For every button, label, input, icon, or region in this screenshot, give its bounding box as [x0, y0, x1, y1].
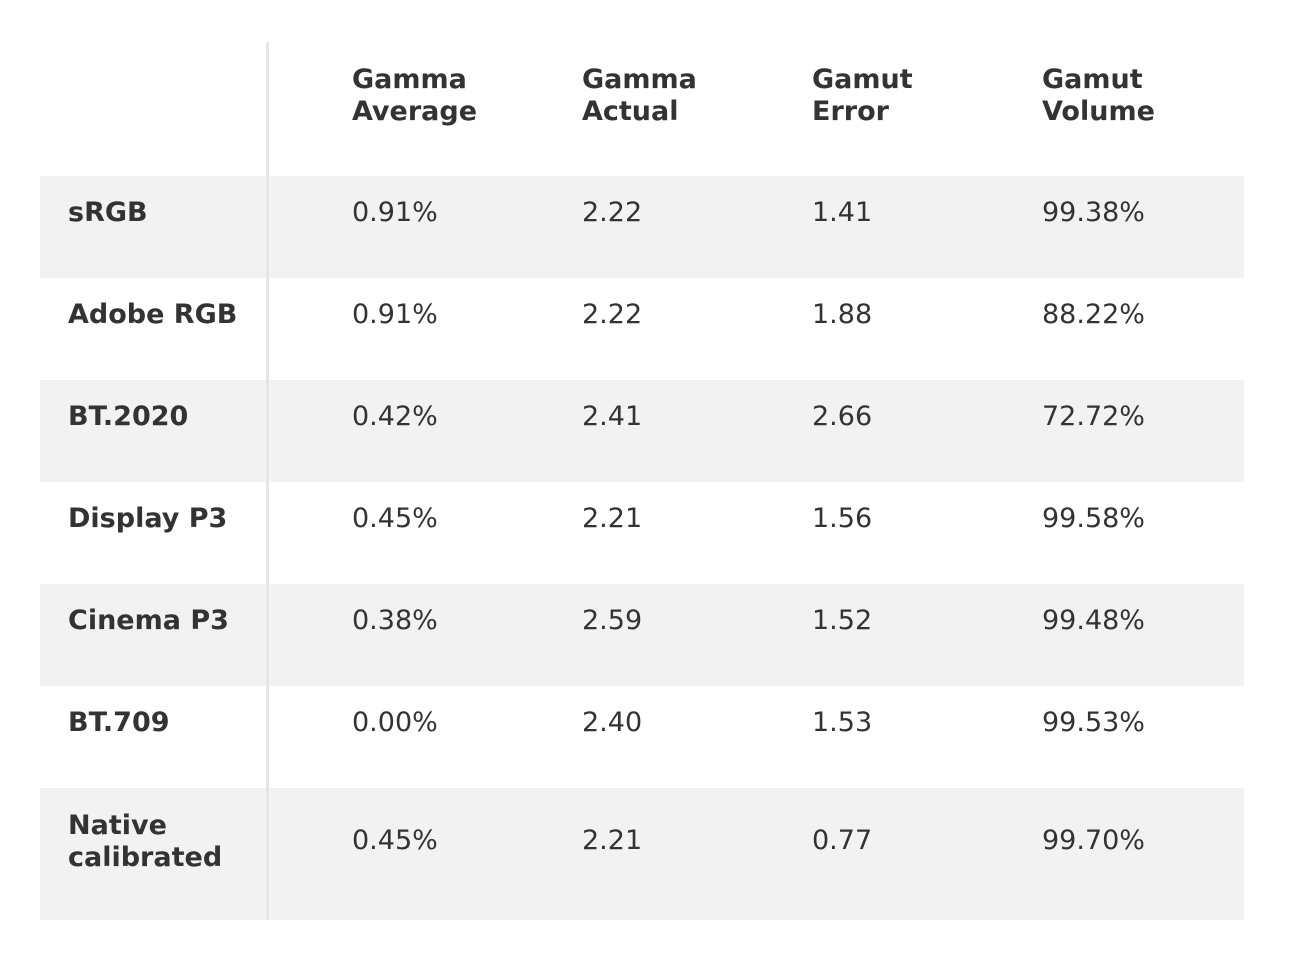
table-row: sRGB 0.91% 2.22 1.41 99.38%	[40, 176, 1244, 278]
column-header: Gamma Average	[352, 64, 478, 127]
cell-value: 1.52	[812, 605, 873, 636]
table-row: Native calibrated 0.45% 2.21 0.77 99.70%	[40, 788, 1244, 920]
cell-value: 1.41	[812, 197, 873, 228]
cell-value: 1.53	[812, 707, 873, 738]
row-label: Native calibrated	[68, 810, 223, 873]
row-label: Adobe RGB	[68, 299, 238, 330]
cell-value: 99.53%	[1042, 707, 1145, 738]
cell-value: 0.91%	[352, 299, 438, 330]
cell-value: 0.45%	[352, 825, 438, 856]
cell-value: 99.38%	[1042, 197, 1145, 228]
cell-value: 99.48%	[1042, 605, 1145, 636]
cell-value: 88.22%	[1042, 299, 1145, 330]
table-row: BT.2020 0.42% 2.41 2.66 72.72%	[40, 380, 1244, 482]
column-header: Gamma Actual	[582, 64, 697, 127]
table-row: Adobe RGB 0.91% 2.22 1.88 88.22%	[40, 278, 1244, 380]
row-label: Display P3	[68, 503, 228, 534]
cell-value: 0.38%	[352, 605, 438, 636]
column-divider	[266, 42, 269, 920]
table: Gamma Average Gamma Actual Gamut Error Gamu…	[40, 42, 1244, 920]
cell-value: 2.21	[582, 825, 643, 856]
cell-value: 99.70%	[1042, 825, 1145, 856]
cell-value: 0.00%	[352, 707, 438, 738]
table-row: Display P3 0.45% 2.21 1.56 99.58%	[40, 482, 1244, 584]
column-header: Gamut Volume	[1042, 64, 1155, 127]
cell-value: 2.21	[582, 503, 643, 534]
cell-value: 0.91%	[352, 197, 438, 228]
column-header: Gamut Error	[812, 64, 913, 127]
cell-value: 1.88	[812, 299, 873, 330]
cell-value: 2.59	[582, 605, 643, 636]
cell-value: 0.77	[812, 825, 873, 856]
cell-value: 0.45%	[352, 503, 438, 534]
row-label: BT.2020	[68, 401, 189, 432]
cell-value: 72.72%	[1042, 401, 1145, 432]
table-row: Cinema P3 0.38% 2.59 1.52 99.48%	[40, 584, 1244, 686]
cell-value: 1.56	[812, 503, 873, 534]
cell-value: 2.22	[582, 197, 643, 228]
row-label: Cinema P3	[68, 605, 229, 636]
cell-value: 2.66	[812, 401, 873, 432]
cell-value: 99.58%	[1042, 503, 1145, 534]
cell-value: 2.22	[582, 299, 643, 330]
cell-value: 2.41	[582, 401, 643, 432]
cell-value: 2.40	[582, 707, 643, 738]
cell-value: 0.42%	[352, 401, 438, 432]
row-label: sRGB	[68, 197, 148, 228]
table-row: BT.709 0.00% 2.40 1.53 99.53%	[40, 686, 1244, 788]
row-label: BT.709	[68, 707, 170, 738]
